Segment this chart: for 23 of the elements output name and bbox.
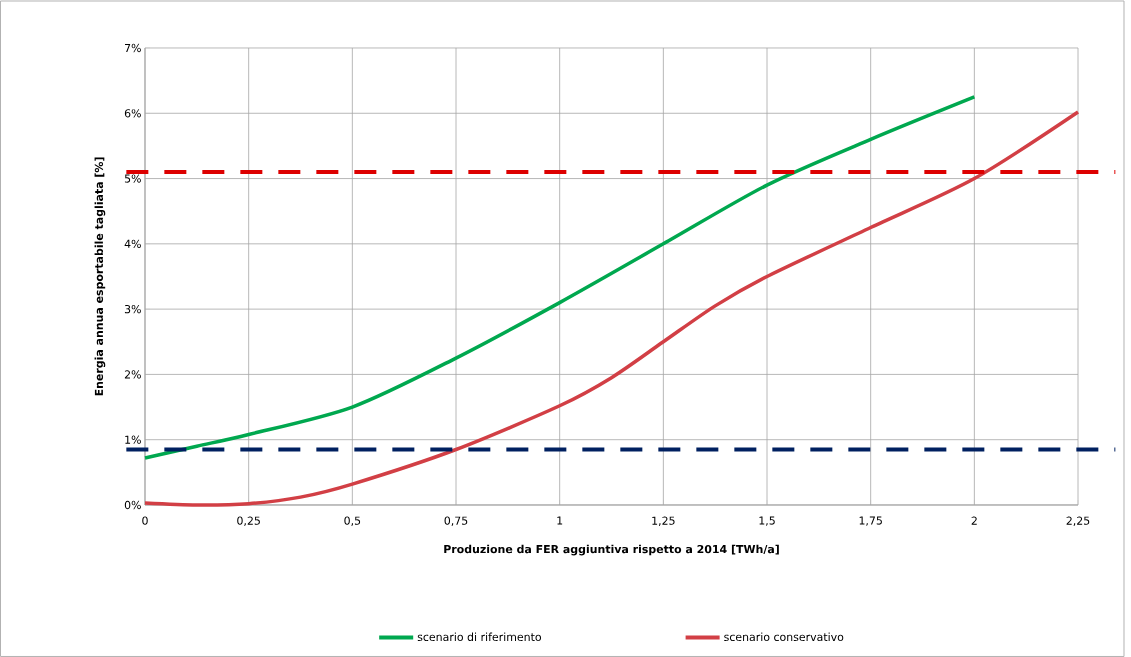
- x-tick-label: 1: [557, 516, 563, 525]
- x-tick-label: 2: [971, 516, 977, 525]
- line-series: [143, 95, 977, 460]
- y-tick-label: 2%: [124, 370, 141, 379]
- y-tick-label: 5%: [124, 174, 141, 183]
- y-tick-label: 1%: [125, 435, 141, 444]
- x-tick-label: 1,75: [859, 516, 882, 526]
- y-tick-label: 7%: [125, 43, 141, 53]
- x-tick-label: 0,5: [344, 516, 361, 526]
- x-tick-label: 1,25: [652, 516, 675, 526]
- x-axis-title: Produzione da FER aggiuntiva rispetto a 2014 [TWh/a]: [444, 544, 779, 556]
- y-tick-label: 3%: [124, 304, 141, 314]
- y-axis-title: Energia annua esportabile tagliata [%]: [94, 157, 106, 396]
- y-tick-label: 0%: [124, 500, 141, 510]
- x-tick-label: 0,75: [444, 516, 468, 526]
- y-tick-label: 4%: [124, 239, 141, 248]
- x-tick-label: 2,25: [1066, 516, 1090, 526]
- y-tick-label: 6%: [124, 109, 141, 118]
- x-tick-label: 1,5: [759, 516, 775, 526]
- legend-label: scenario di riferimento: [417, 632, 542, 642]
- x-tick-label: 0: [142, 516, 148, 525]
- legend-label: scenario conservativo: [724, 632, 844, 642]
- x-tick-label: 0,25: [237, 516, 260, 526]
